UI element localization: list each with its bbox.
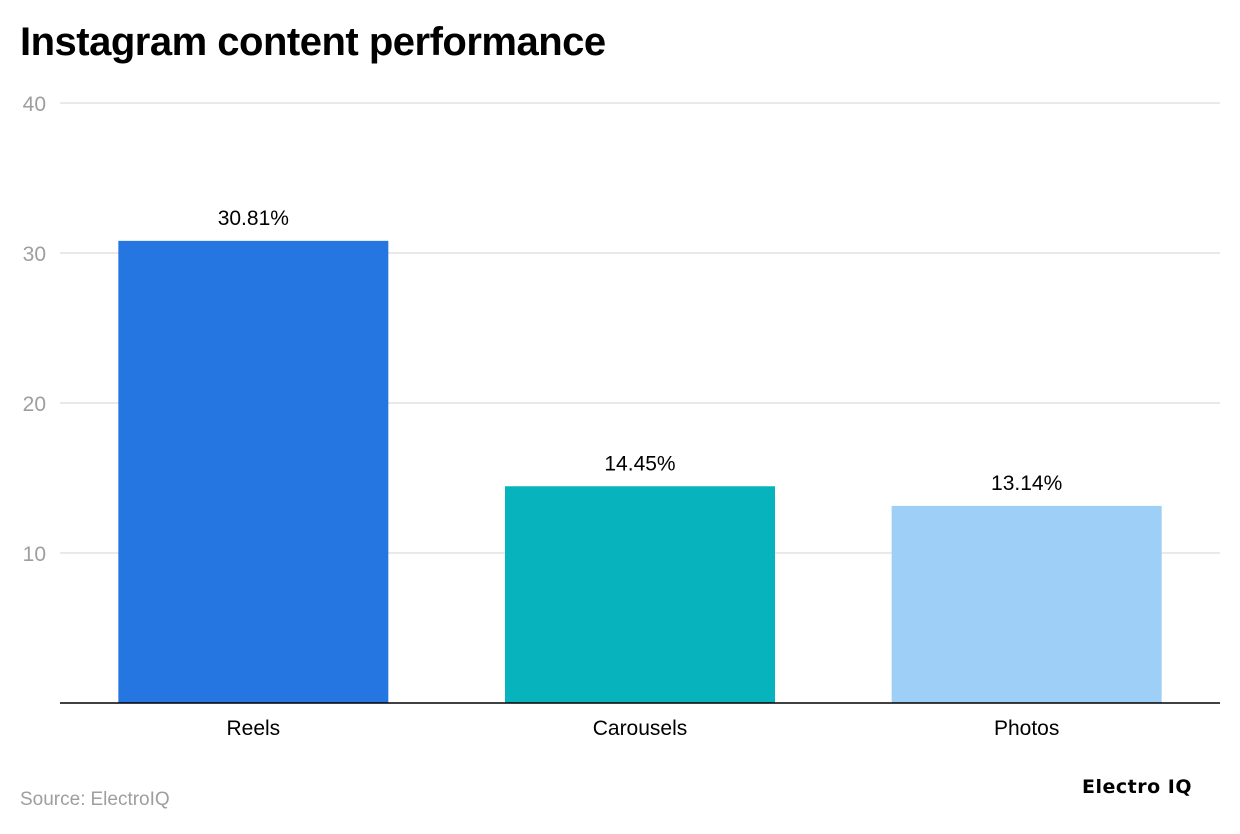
data-label: 14.45%	[604, 452, 675, 475]
data-labels: 30.81% 14.45% 13.14%	[218, 207, 1063, 495]
y-tick-label: 30	[23, 243, 46, 266]
y-axis-ticks: 10 20 30 40	[23, 93, 46, 566]
y-tick-label: 20	[23, 393, 46, 416]
data-label: 30.81%	[218, 207, 289, 230]
brand-logo: Electro IQ	[1082, 776, 1192, 798]
data-label: 13.14%	[991, 472, 1062, 495]
source-note: Source: ElectroIQ	[20, 789, 170, 811]
x-axis-ticks: Reels Carousels Photos	[226, 717, 1059, 740]
bars	[118, 240, 1162, 703]
y-tick-label: 40	[23, 93, 46, 116]
bar-photos	[891, 505, 1162, 703]
chart-title: Instagram content performance	[20, 20, 606, 64]
y-tick-label: 10	[23, 543, 46, 566]
x-tick-label: Carousels	[593, 717, 688, 740]
x-tick-label: Reels	[226, 717, 280, 740]
bar-carousels	[505, 486, 775, 703]
x-tick-label: Photos	[994, 717, 1059, 740]
bar-reels	[118, 240, 389, 703]
source-name: ElectroIQ	[90, 789, 170, 810]
source-label: Source:	[20, 789, 86, 810]
